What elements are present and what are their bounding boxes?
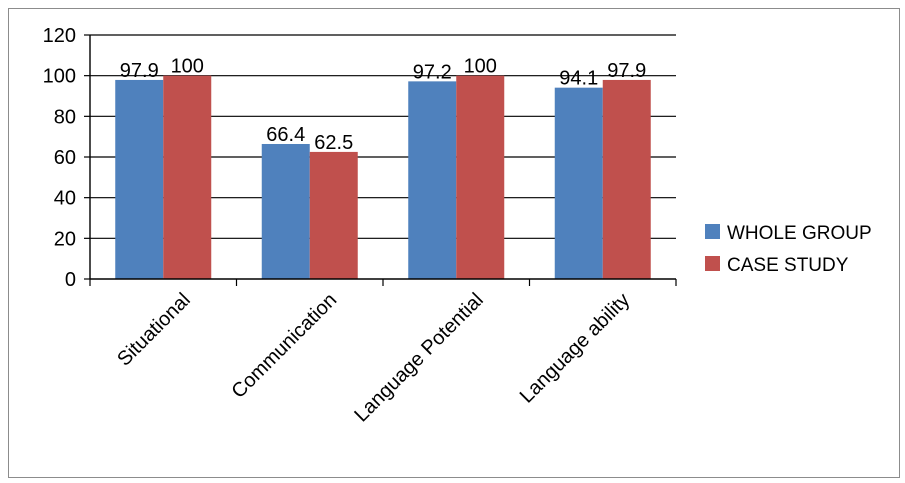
data-label: 97.9 bbox=[607, 60, 646, 82]
y-tick-label: 100 bbox=[43, 66, 76, 88]
bar-whole-group bbox=[408, 81, 457, 279]
data-label: 94.1 bbox=[559, 68, 598, 90]
y-tick-label: 60 bbox=[54, 147, 76, 169]
category-labels: Situational Communication Language Potenti… bbox=[113, 289, 634, 426]
category-label: Language ability bbox=[516, 289, 635, 408]
legend-label: WHOLE GROUP bbox=[727, 223, 872, 244]
category-label: Communication bbox=[227, 289, 341, 403]
data-label: 97.9 bbox=[120, 60, 159, 82]
y-tick-label: 40 bbox=[54, 188, 76, 210]
bars bbox=[115, 75, 651, 280]
y-tick-label: 120 bbox=[43, 25, 76, 47]
bar-case-study bbox=[602, 79, 651, 279]
bar-case-study bbox=[163, 75, 212, 280]
legend-label: CASE STUDY bbox=[727, 255, 849, 276]
category-label: Situational bbox=[113, 289, 195, 371]
legend-swatch-case-study bbox=[705, 256, 720, 271]
y-tick-label: 20 bbox=[54, 228, 76, 250]
bar-whole-group bbox=[115, 79, 164, 279]
data-label: 100 bbox=[171, 56, 204, 78]
category-label: Language Potential bbox=[350, 289, 487, 426]
y-tick-label: 80 bbox=[54, 106, 76, 128]
bar-case-study bbox=[309, 151, 358, 279]
bar-whole-group bbox=[554, 87, 603, 279]
data-labels: 97.9 66.4 97.2 94.1 100 62.5 100 97.9 bbox=[120, 56, 646, 154]
legend-swatch-whole-group bbox=[705, 224, 720, 239]
data-label: 62.5 bbox=[314, 132, 353, 154]
bar-case-study bbox=[456, 75, 505, 280]
bar-whole-group bbox=[261, 143, 310, 279]
data-label: 97.2 bbox=[413, 61, 452, 83]
legend: WHOLE GROUP CASE STUDY bbox=[705, 223, 872, 276]
y-tick-label: 0 bbox=[65, 269, 76, 291]
data-label: 66.4 bbox=[266, 124, 305, 146]
y-axis-ticks: 0 20 40 60 80 100 120 bbox=[43, 25, 90, 291]
data-label: 100 bbox=[464, 56, 497, 78]
